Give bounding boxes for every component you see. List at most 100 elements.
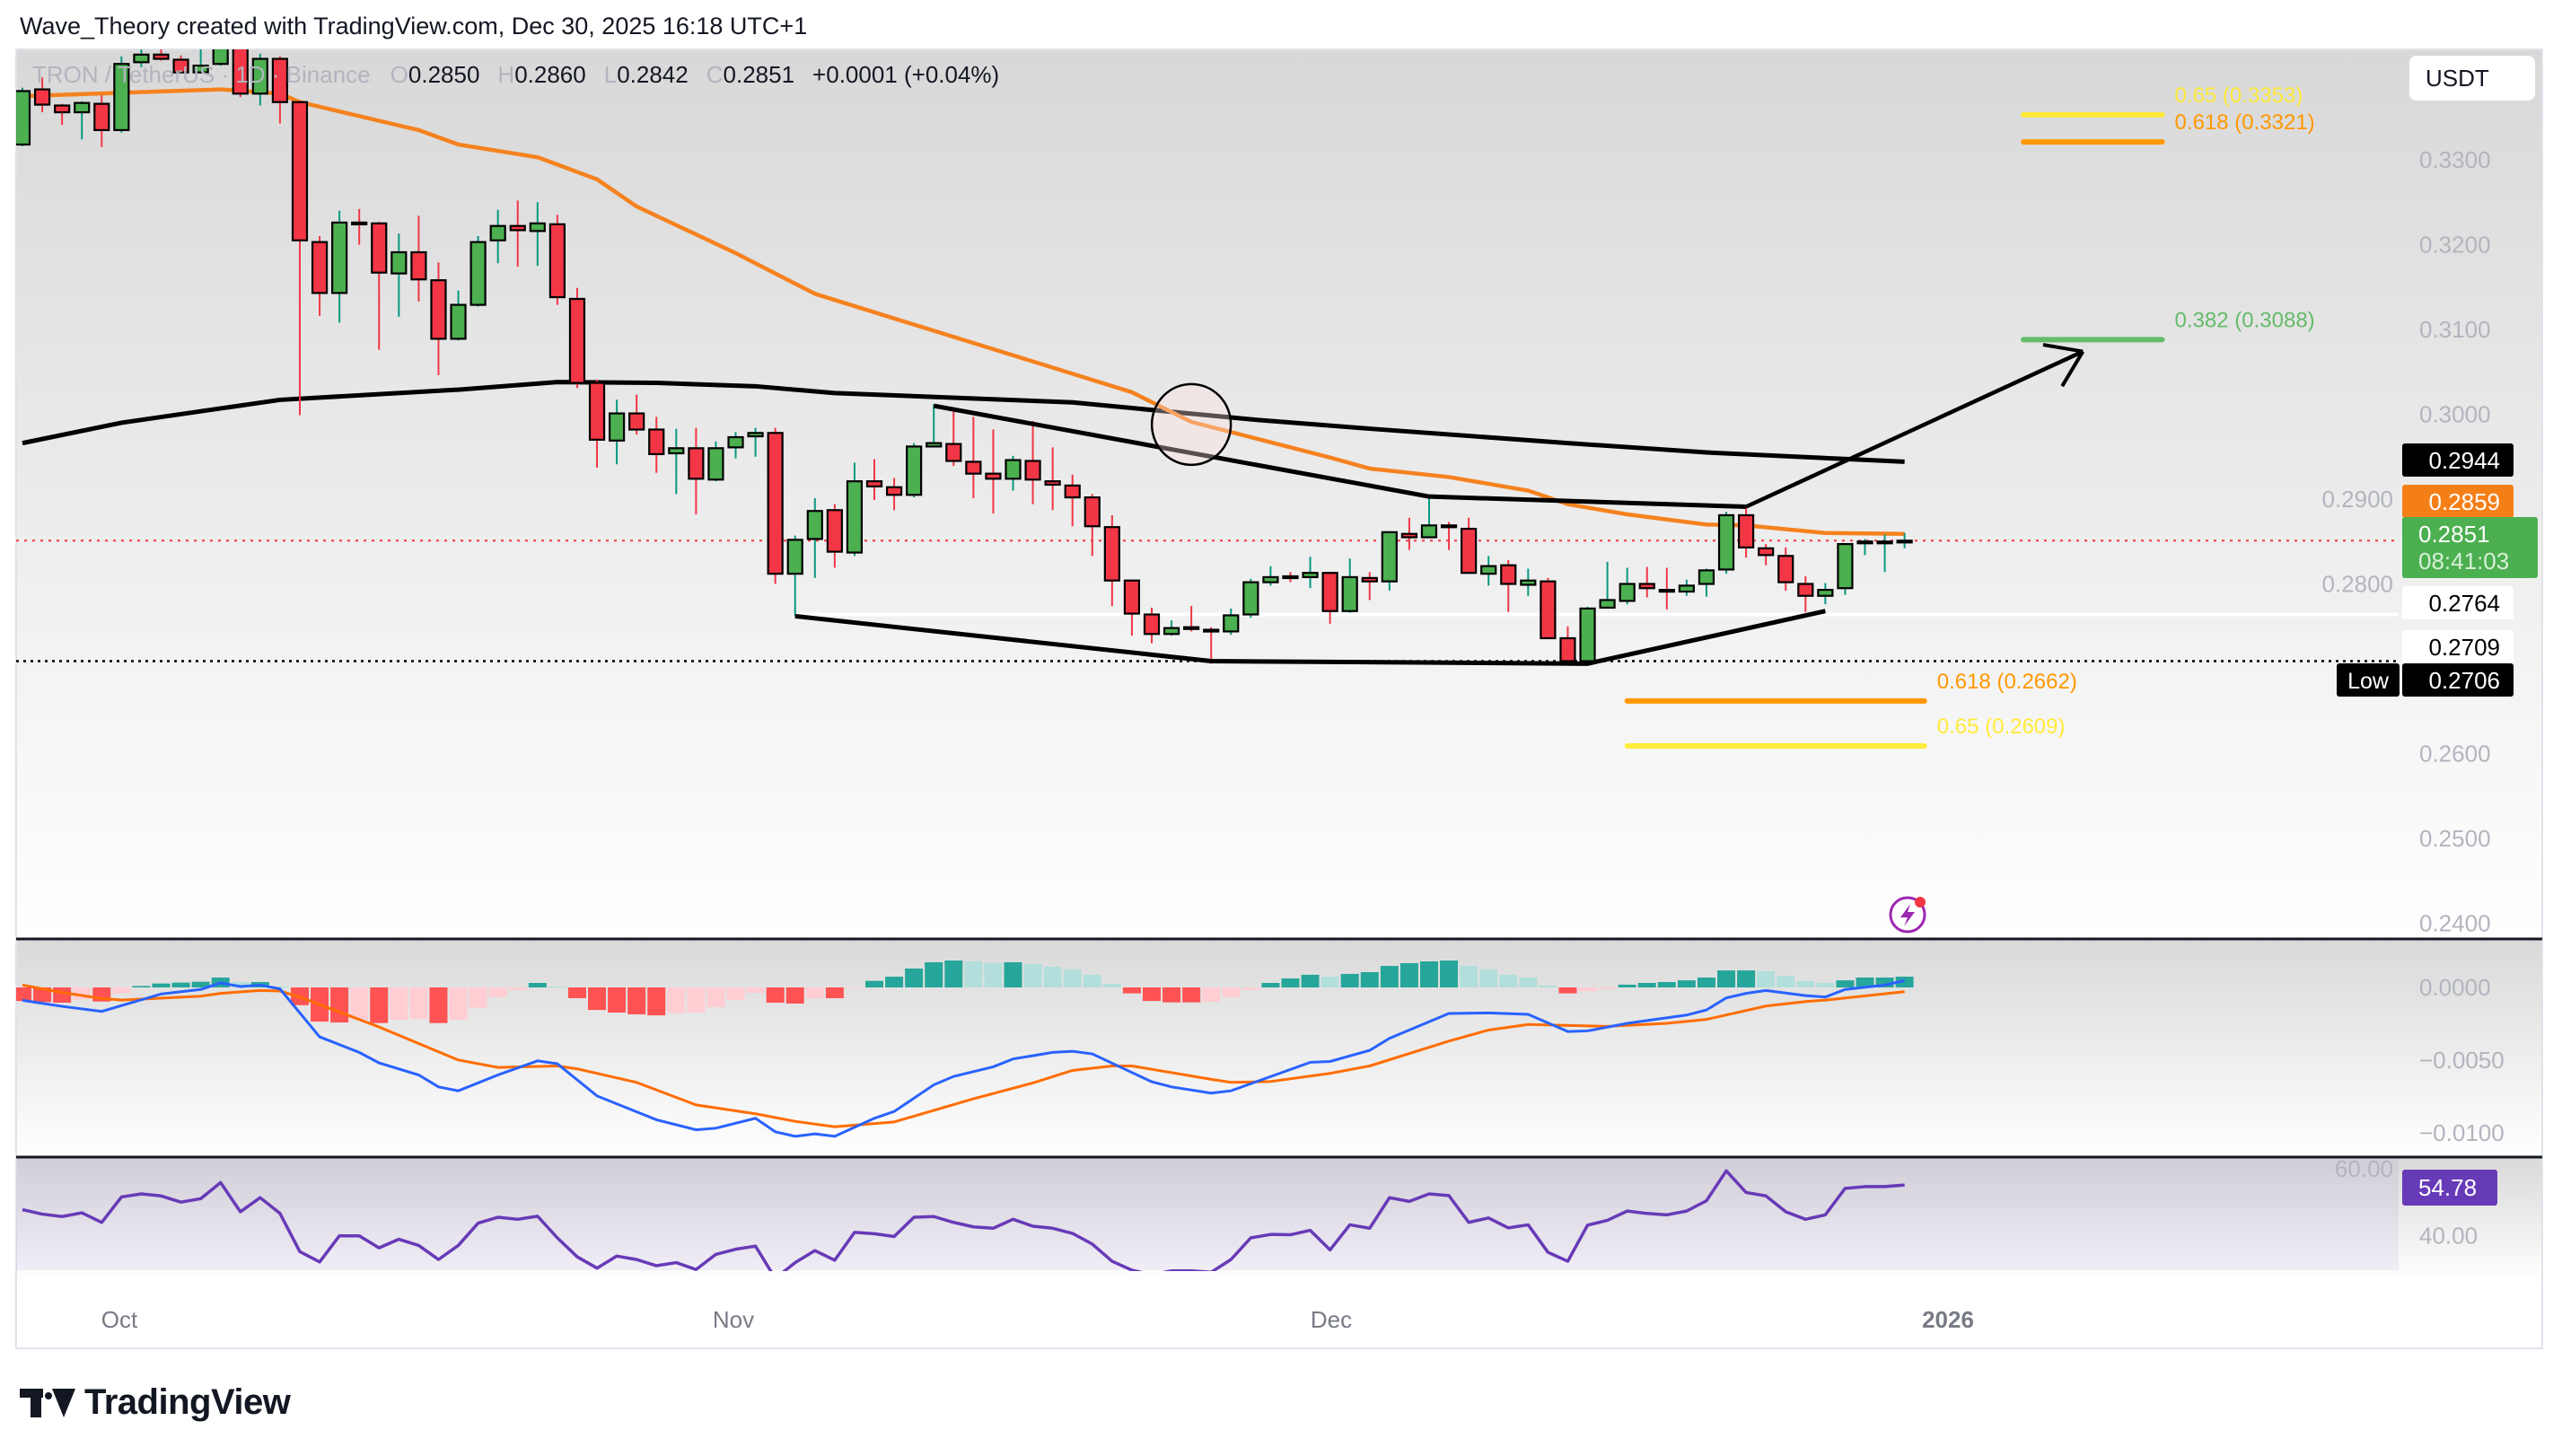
candle[interactable] bbox=[1420, 496, 1438, 539]
candle[interactable] bbox=[192, 45, 209, 74]
candle[interactable] bbox=[1262, 566, 1279, 586]
candle[interactable] bbox=[1084, 494, 1101, 557]
upper-trendline[interactable] bbox=[933, 403, 1747, 510]
price-pane[interactable]: 0.65 (0.3353)0.618 (0.3321) 0.382 (0.3088… bbox=[15, 24, 2399, 749]
fib-level[interactable]: 0.618 (0.3321) bbox=[2021, 110, 2315, 145]
candle[interactable] bbox=[1223, 608, 1240, 636]
candle[interactable] bbox=[1203, 627, 1220, 664]
candle[interactable] bbox=[548, 215, 566, 305]
candle[interactable] bbox=[1638, 566, 1655, 598]
candle[interactable] bbox=[846, 462, 864, 557]
candle[interactable] bbox=[291, 100, 309, 416]
candle[interactable] bbox=[806, 498, 823, 578]
rsi-line[interactable] bbox=[22, 1169, 1905, 1278]
candle[interactable] bbox=[529, 202, 546, 267]
candle[interactable] bbox=[1599, 561, 1616, 610]
candle[interactable] bbox=[1123, 579, 1141, 636]
candle[interactable] bbox=[1064, 474, 1081, 527]
candle[interactable] bbox=[1143, 607, 1161, 644]
candle[interactable] bbox=[628, 394, 645, 435]
tradingview-logo[interactable]: TradingView bbox=[20, 1382, 291, 1423]
candle[interactable] bbox=[707, 441, 724, 482]
lower-trendline[interactable] bbox=[794, 609, 1826, 666]
candle[interactable] bbox=[1737, 507, 1755, 558]
candle[interactable] bbox=[1619, 567, 1636, 605]
candle[interactable] bbox=[1163, 620, 1180, 636]
candle[interactable] bbox=[1400, 517, 1418, 550]
price-axis[interactable]: 0.3300 0.3200 0.3100 0.3000 0.2900 0.2800 0.26… bbox=[2321, 146, 2504, 1250]
candle[interactable] bbox=[1758, 544, 1775, 566]
candle[interactable] bbox=[113, 56, 130, 133]
symbol-title[interactable]: TRON / TetherUS · 1D · Binance bbox=[32, 61, 371, 88]
macd-pane[interactable] bbox=[13, 960, 1914, 1138]
fib-level[interactable]: 0.65 (0.2609) bbox=[1624, 715, 2066, 749]
candle[interactable] bbox=[906, 443, 923, 498]
candle[interactable] bbox=[251, 53, 268, 106]
candle[interactable] bbox=[1381, 531, 1398, 592]
candle[interactable] bbox=[786, 535, 803, 617]
candle[interactable] bbox=[450, 290, 467, 341]
projection-arrow[interactable] bbox=[1745, 343, 2084, 509]
candle[interactable] bbox=[1282, 572, 1299, 583]
candle[interactable] bbox=[1896, 532, 1913, 548]
candle[interactable] bbox=[54, 103, 71, 126]
lightning-alert-icon[interactable] bbox=[1889, 896, 1926, 934]
candle[interactable] bbox=[172, 55, 189, 74]
candle[interactable] bbox=[648, 417, 665, 473]
candle[interactable] bbox=[588, 379, 606, 469]
candle[interactable] bbox=[153, 48, 170, 61]
candle[interactable] bbox=[688, 427, 705, 515]
candle[interactable] bbox=[351, 208, 368, 245]
candle[interactable] bbox=[133, 48, 150, 67]
ema-line[interactable] bbox=[22, 87, 1905, 536]
candle[interactable] bbox=[1698, 568, 1715, 597]
candle[interactable] bbox=[767, 427, 784, 584]
fib-level[interactable]: 0.65 (0.3353) bbox=[2021, 83, 2303, 118]
candle[interactable] bbox=[1005, 455, 1022, 491]
candle[interactable] bbox=[212, 32, 229, 66]
candle[interactable] bbox=[1876, 534, 1893, 573]
candle[interactable] bbox=[965, 417, 982, 499]
candle[interactable] bbox=[865, 459, 883, 500]
candle[interactable] bbox=[1183, 606, 1200, 632]
candle[interactable] bbox=[1242, 578, 1259, 618]
candle[interactable] bbox=[489, 209, 506, 264]
candle[interactable] bbox=[331, 210, 348, 323]
candle[interactable] bbox=[311, 236, 329, 316]
candle[interactable] bbox=[885, 478, 903, 511]
candle[interactable] bbox=[1717, 512, 1735, 575]
candle[interactable] bbox=[1658, 567, 1675, 610]
currency-button[interactable]: USDT bbox=[2409, 56, 2535, 101]
macd-signal-line[interactable] bbox=[22, 983, 1905, 1128]
candle[interactable] bbox=[747, 427, 764, 457]
candle[interactable] bbox=[1480, 556, 1497, 586]
candle[interactable] bbox=[985, 429, 1002, 514]
candle[interactable] bbox=[1817, 583, 1834, 605]
candle[interactable] bbox=[1559, 626, 1576, 664]
candle[interactable] bbox=[1520, 568, 1537, 596]
candle[interactable] bbox=[410, 215, 427, 302]
candle[interactable] bbox=[1341, 558, 1358, 613]
candle[interactable] bbox=[509, 200, 526, 268]
candle[interactable] bbox=[1540, 577, 1557, 640]
candle[interactable] bbox=[1461, 517, 1478, 575]
candle[interactable] bbox=[1797, 575, 1814, 612]
candle[interactable] bbox=[608, 399, 626, 465]
macd-line[interactable] bbox=[22, 978, 1905, 1138]
candle[interactable] bbox=[1500, 560, 1517, 612]
candle[interactable] bbox=[926, 404, 943, 448]
candle[interactable] bbox=[1024, 421, 1041, 504]
candle[interactable] bbox=[469, 236, 487, 307]
candle[interactable] bbox=[93, 95, 110, 147]
candle[interactable] bbox=[727, 432, 744, 459]
candle[interactable] bbox=[74, 101, 91, 140]
candle[interactable] bbox=[371, 221, 388, 350]
circle-marker[interactable] bbox=[1150, 382, 1233, 467]
candle[interactable] bbox=[1321, 572, 1338, 624]
candle[interactable] bbox=[1302, 557, 1319, 589]
candle[interactable] bbox=[271, 56, 289, 124]
symbol-legend[interactable]: TRON / TetherUS · 1D · Binance O 0.2850 … bbox=[32, 61, 999, 89]
candle[interactable] bbox=[826, 504, 843, 568]
candle[interactable] bbox=[1103, 514, 1120, 607]
